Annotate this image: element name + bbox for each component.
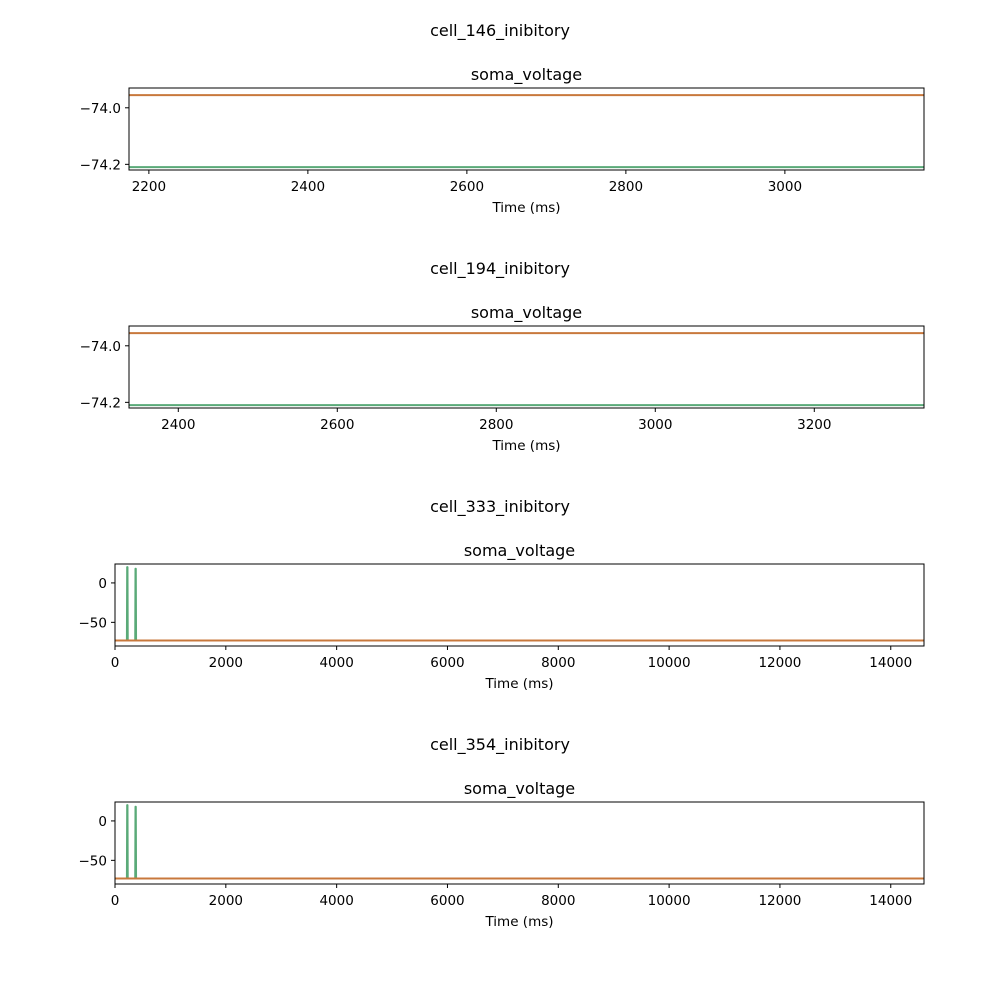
axes-frame [114,801,925,885]
x-tick-label: 2800 [479,417,513,433]
x-tick-label: 8000 [541,893,575,909]
subplot-suptitle: cell_333_inibitory [430,497,570,517]
series-line-1 [115,566,924,642]
axes-title: soma_voltage [464,779,575,799]
y-tick-label: 0 [98,814,107,830]
data-series-group [129,94,924,169]
x-axis-label: Time (ms) [491,438,560,454]
x-tick-label: 2800 [609,179,643,195]
y-tick-label: −74.2 [80,395,121,411]
axes-title: soma_voltage [471,303,582,323]
axes-frame [128,87,925,171]
subplot-suptitle: cell_146_inibitory [430,21,570,41]
data-series-group [129,332,924,407]
x-tick-label: 14000 [869,655,912,671]
subplot-suptitle: cell_194_inibitory [430,259,570,279]
axes-title: soma_voltage [471,65,582,85]
x-tick-label: 2600 [450,179,484,195]
x-tick-label: 4000 [319,655,353,671]
x-tick-label: 2200 [132,179,166,195]
x-tick-label: 3000 [768,179,802,195]
x-tick-label: 4000 [319,893,353,909]
data-series-group [115,566,924,642]
x-axis-label: Time (ms) [484,676,553,692]
subplot-suptitle: cell_354_inibitory [430,735,570,755]
x-axis-label: Time (ms) [484,914,553,930]
subplot-4: cell_354_inibitory soma_voltage 0 2000 4000 6… [79,735,925,930]
y-tick-label: −50 [79,853,108,869]
x-tick-label: 8000 [541,655,575,671]
x-tick-label: 14000 [869,893,912,909]
subplot-3: cell_333_inibitory soma_voltage 0 2000 4000 6… [79,497,925,692]
y-tick-label: −74.0 [80,339,121,355]
axes-title: soma_voltage [464,541,575,561]
y-tick-label: −50 [79,615,108,631]
x-tick-label: 0 [111,893,120,909]
x-tick-label: 2000 [209,655,243,671]
axes-frame [114,563,925,647]
series-line-1 [115,804,924,880]
data-series-group [115,804,924,880]
x-tick-label: 10000 [648,893,691,909]
x-tick-label: 6000 [430,655,464,671]
x-tick-label: 2400 [291,179,325,195]
subplot-1: cell_146_inibitory soma_voltage 2200 2400 26… [80,21,925,216]
x-tick-label: 0 [111,655,120,671]
x-tick-label: 2000 [209,893,243,909]
x-tick-label: 6000 [430,893,464,909]
y-tick-label: 0 [98,576,107,592]
x-tick-label: 10000 [648,655,691,671]
x-tick-label: 12000 [758,655,801,671]
y-tick-label: −74.2 [80,157,121,173]
x-tick-label: 3200 [797,417,831,433]
x-tick-label: 12000 [758,893,801,909]
subplot-2: cell_194_inibitory soma_voltage 2400 2600 28… [80,259,925,454]
x-tick-label: 2400 [161,417,195,433]
x-tick-label: 3000 [638,417,672,433]
x-tick-label: 2600 [320,417,354,433]
x-axis-label: Time (ms) [491,200,560,216]
axes-frame [128,325,925,409]
y-tick-label: −74.0 [80,101,121,117]
